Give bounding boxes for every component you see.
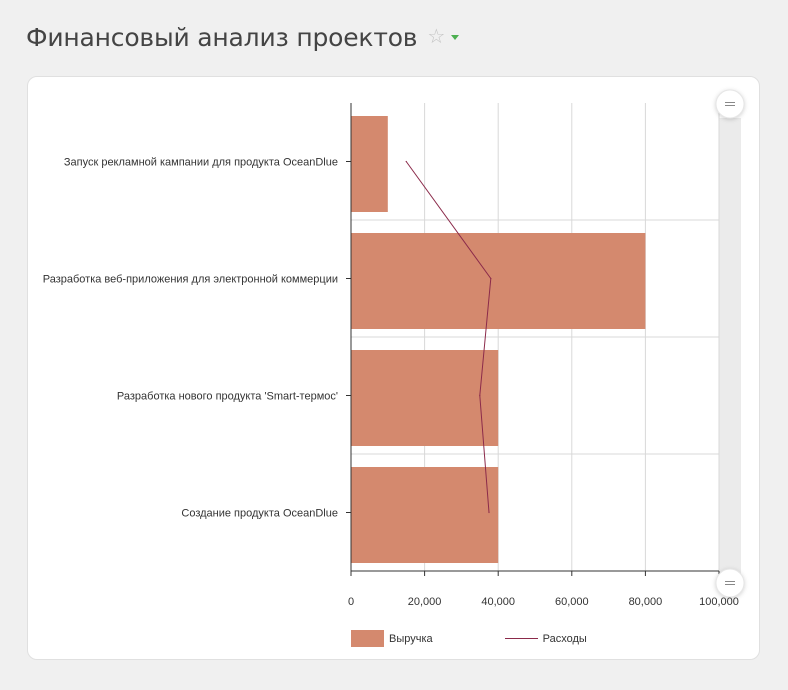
- scroll-handle-bottom[interactable]: [715, 568, 745, 598]
- caret-down-icon[interactable]: [451, 34, 460, 40]
- category-label: Запуск рекламной кампании для продукта O…: [64, 157, 338, 169]
- scrollbar-track[interactable]: [719, 118, 741, 577]
- legend-item-revenue[interactable]: Выручка: [351, 630, 433, 647]
- category-label: Создание продукта OceanDlue: [181, 508, 338, 520]
- point-expenses[interactable]: [479, 394, 481, 397]
- x-tick-label: 100,000: [699, 596, 739, 608]
- category-label: Разработка нового продукта 'Smart-термос…: [117, 391, 338, 403]
- page-header: Финансовый анализ проектов ☆: [26, 20, 460, 54]
- chart-legend: Выручка Расходы: [351, 630, 587, 647]
- category-label: Разработка веб-приложения для электронно…: [43, 274, 338, 286]
- legend-swatch-expenses: [504, 638, 538, 639]
- bar-revenue[interactable]: [351, 116, 388, 212]
- bar-revenue[interactable]: [351, 350, 499, 446]
- legend-swatch-revenue: [351, 630, 384, 647]
- page-title: Финансовый анализ проектов: [26, 22, 418, 52]
- x-tick-label: 80,000: [629, 596, 663, 608]
- legend-label-revenue: Выручка: [389, 632, 433, 645]
- star-icon[interactable]: ☆: [427, 26, 446, 48]
- x-tick-label: 40,000: [481, 596, 515, 608]
- line-expenses[interactable]: [405, 161, 492, 513]
- scroll-handle-top[interactable]: [715, 89, 745, 119]
- bar-revenue[interactable]: [351, 467, 499, 563]
- point-expenses[interactable]: [490, 277, 492, 280]
- x-tick-label: 60,000: [555, 596, 589, 608]
- x-tick-label: 0: [348, 596, 354, 608]
- point-expenses[interactable]: [405, 160, 407, 163]
- bar-revenue[interactable]: [351, 233, 646, 329]
- legend-item-expenses[interactable]: Расходы: [504, 632, 587, 645]
- legend-label-expenses: Расходы: [542, 632, 587, 645]
- point-expenses[interactable]: [488, 511, 490, 514]
- x-tick-label: 20,000: [408, 596, 442, 608]
